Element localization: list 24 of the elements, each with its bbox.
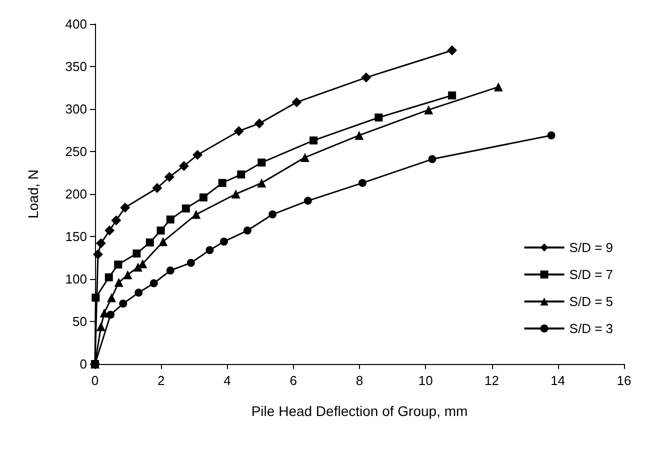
- legend-label: S/D = 7: [569, 267, 613, 282]
- y-tick-label: 100: [65, 272, 87, 286]
- x-tick-label: 10: [418, 373, 433, 388]
- y-tick-label: 300: [65, 102, 87, 116]
- x-axis-title: Pile Head Deflection of Group, mm: [251, 403, 468, 419]
- legend-label: S/D = 5: [569, 294, 613, 309]
- x-tick-label: 8: [356, 373, 364, 388]
- y-tick-label: 250: [65, 144, 87, 159]
- x-tick-label: 12: [484, 373, 499, 388]
- x-tick-label: 6: [290, 373, 297, 388]
- y-axis-title: Load, N: [25, 169, 41, 219]
- y-tick-label: 150: [65, 229, 87, 244]
- x-tick-label: 16: [616, 373, 632, 388]
- x-tick-label: 2: [158, 373, 165, 388]
- legend-label: S/D = 9: [569, 240, 613, 255]
- x-tick-label: 4: [224, 373, 231, 388]
- y-tick-label: 350: [65, 59, 87, 74]
- y-tick-label: 50: [72, 314, 87, 329]
- y-tick-label: 400: [65, 16, 87, 32]
- x-tick-label: 14: [550, 373, 566, 388]
- legend-label: S/D = 3: [569, 321, 613, 336]
- y-tick-label: 200: [65, 186, 87, 202]
- x-tick-label: 0: [91, 373, 99, 388]
- y-tick-label: 0: [80, 356, 87, 372]
